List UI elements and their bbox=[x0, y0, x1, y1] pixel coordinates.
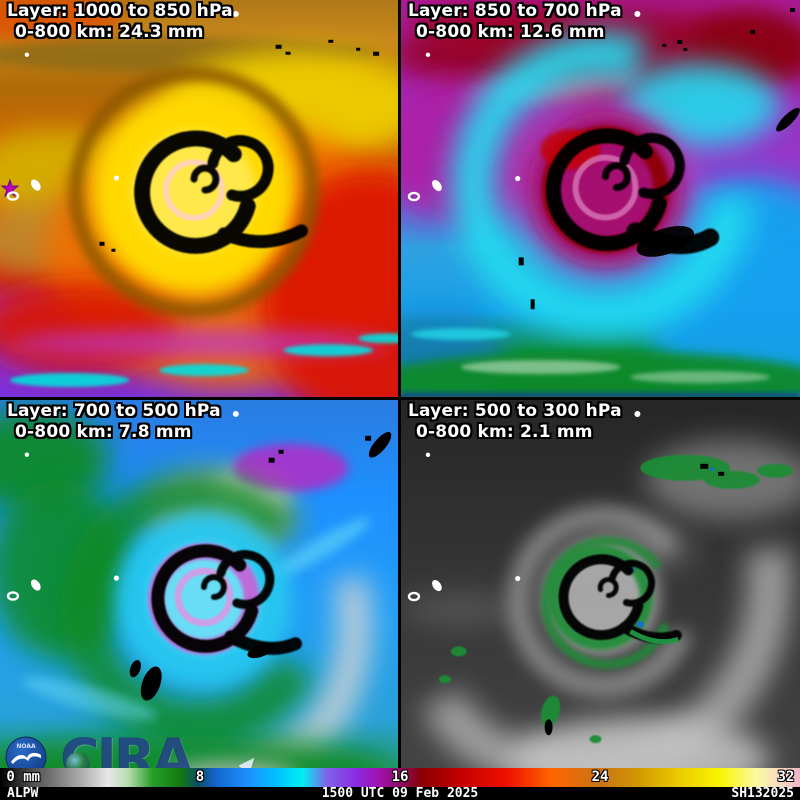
colorbar-tick-24: 24 bbox=[591, 769, 609, 785]
value-label: 0-800 km: 2.1 mm bbox=[416, 422, 593, 442]
storm-id: SH132025 bbox=[731, 786, 794, 800]
vortex-spiral bbox=[134, 130, 308, 254]
footer-bar: ALPW 1500 UTC 09 Feb 2025 SH132025 bbox=[0, 787, 800, 800]
panel-label: Layer: 850 to 700 hPa 0-800 km: 12.6 mm bbox=[408, 1, 622, 43]
panel-imagery-1000-850 bbox=[0, 0, 398, 397]
layer-label: Layer: 500 to 300 hPa bbox=[408, 401, 622, 421]
value-label: 0-800 km: 24.3 mm bbox=[15, 22, 204, 42]
panel-imagery-700-500 bbox=[0, 400, 398, 768]
layer-label: Layer: 1000 to 850 hPa bbox=[7, 1, 233, 21]
layer-label: Layer: 700 to 500 hPa bbox=[7, 401, 221, 421]
noaa-logo-text: NOAA bbox=[16, 743, 36, 750]
panel-700-500: Layer: 700 to 500 hPa 0-800 km: 7.8 mm bbox=[0, 400, 398, 768]
colorbar: 0 mm 8 16 24 32 bbox=[0, 768, 800, 787]
colorbar-tick-32: 32 bbox=[777, 769, 795, 785]
layer-label: Layer: 850 to 700 hPa bbox=[408, 1, 622, 21]
colorbar-tick-0: 0 mm bbox=[6, 769, 41, 785]
colorbar-tick-16: 16 bbox=[391, 769, 409, 785]
value-label: 0-800 km: 7.8 mm bbox=[15, 422, 192, 442]
product-name: ALPW bbox=[7, 786, 39, 800]
panel-1000-850: Layer: 1000 to 850 hPa 0-800 km: 24.3 mm bbox=[0, 0, 398, 397]
panel-label: Layer: 1000 to 850 hPa 0-800 km: 24.3 mm bbox=[7, 1, 233, 43]
value-label: 0-800 km: 12.6 mm bbox=[416, 22, 605, 42]
panel-500-300: Layer: 500 to 300 hPa 0-800 km: 2.1 mm bbox=[401, 400, 800, 768]
panel-label: Layer: 500 to 300 hPa 0-800 km: 2.1 mm bbox=[408, 401, 622, 443]
colorbar-tick-8: 8 bbox=[195, 769, 205, 785]
vortex-spiral bbox=[558, 554, 682, 644]
panel-imagery-500-300 bbox=[401, 400, 800, 768]
vortex-spiral bbox=[151, 544, 302, 655]
panel-imagery-850-700 bbox=[401, 0, 800, 397]
timestamp: 1500 UTC 09 Feb 2025 bbox=[321, 786, 479, 800]
panel-label: Layer: 700 to 500 hPa 0-800 km: 7.8 mm bbox=[7, 401, 221, 443]
panel-850-700: Layer: 850 to 700 hPa 0-800 km: 12.6 mm bbox=[401, 0, 800, 397]
